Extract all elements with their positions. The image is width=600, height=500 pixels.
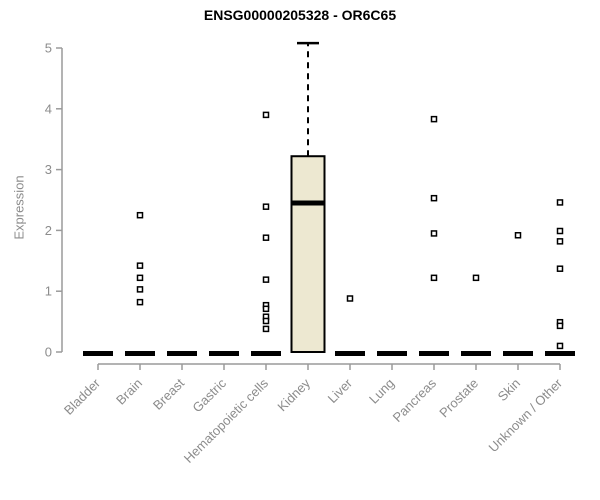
outlier-point [262, 317, 270, 325]
flat-box-bar [503, 351, 533, 356]
outlier-point [556, 322, 564, 330]
outlier-point [136, 298, 144, 306]
flat-box-bar [209, 351, 239, 356]
flat-box-bar [377, 351, 407, 356]
x-axis-category-label: Breast [150, 375, 187, 412]
y-axis-tick-label: 2 [45, 223, 52, 238]
box [290, 155, 326, 353]
flat-box-bar [83, 351, 113, 356]
outlier-point [430, 194, 438, 202]
y-axis-tick-label: 3 [45, 162, 52, 177]
flat-box-bar [419, 351, 449, 356]
outlier-point [136, 274, 144, 282]
outlier-point [556, 265, 564, 272]
outlier-point [556, 199, 564, 206]
outlier-point [262, 234, 270, 241]
y-axis-tick-label: 5 [45, 41, 52, 56]
outlier-point [262, 305, 270, 313]
outlier-point [262, 111, 270, 119]
outlier-point [262, 203, 270, 210]
outlier-point [430, 115, 438, 123]
flat-box-bar [251, 351, 281, 356]
outlier-point [346, 295, 354, 302]
y-axis-tick-label: 4 [45, 101, 52, 116]
outlier-point [430, 230, 438, 237]
x-axis-category-label: Skin [495, 376, 523, 404]
x-axis-category-label: Bladder [61, 375, 104, 418]
x-axis-category-label: Pancreas [390, 375, 440, 425]
outlier-point [556, 238, 564, 245]
y-axis-tick-label: 1 [45, 284, 52, 299]
y-axis-tick-label: 0 [45, 345, 52, 360]
flat-box-bar [545, 351, 575, 356]
chart-title: ENSG00000205328 - OR6C65 [203, 7, 397, 23]
outlier-point [136, 262, 144, 269]
x-axis-category-label: Prostate [436, 376, 481, 421]
x-axis-category-label: Unknown / Other [486, 375, 566, 455]
flat-box-bar [125, 351, 155, 356]
flat-box-bar [335, 351, 365, 356]
x-axis-category-label: Gastric [189, 375, 229, 415]
outlier-point [556, 342, 564, 350]
flat-box-bar [461, 351, 491, 356]
x-axis-category-label: Lung [366, 376, 397, 407]
x-axis-category-label: Liver [325, 375, 356, 406]
outlier-point [262, 276, 270, 283]
x-axis-category-label: Kidney [274, 375, 313, 414]
outlier-point [430, 274, 438, 282]
outlier-point [262, 325, 270, 333]
flat-box-bar [167, 351, 197, 356]
outlier-point [556, 227, 564, 235]
outlier-point [136, 211, 144, 219]
outlier-point [514, 232, 522, 239]
x-axis-category-label: Brain [113, 376, 145, 408]
outlier-point [136, 286, 144, 293]
outlier-point [472, 274, 480, 282]
